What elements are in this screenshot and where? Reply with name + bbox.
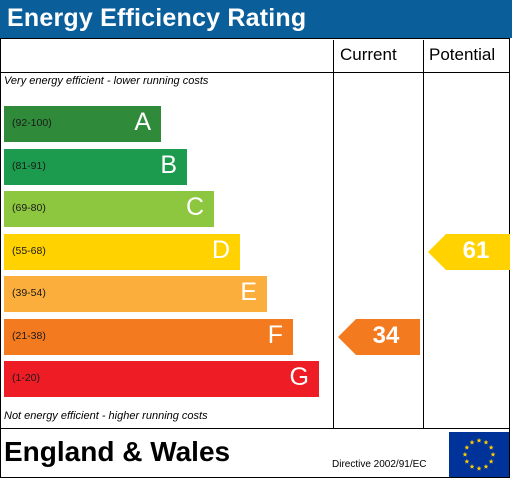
- eu-star-icon: [488, 444, 494, 450]
- bottom-note: Not energy efficient - higher running co…: [4, 410, 208, 422]
- footer-divider: [0, 428, 510, 429]
- eu-star-icon: [469, 439, 475, 445]
- current-column-divider: [333, 40, 334, 429]
- band-range: (92-100): [12, 117, 52, 129]
- band-letter: B: [160, 151, 177, 179]
- band-f: (21-38) F: [4, 319, 293, 355]
- potential-column-divider: [423, 40, 424, 429]
- band-range: (21-38): [12, 330, 46, 342]
- band-letter: G: [289, 363, 309, 391]
- band-letter: D: [211, 236, 230, 264]
- eu-flag-icon: [449, 432, 509, 477]
- eu-star-icon: [483, 439, 489, 445]
- current-rating-value: 34: [372, 322, 400, 349]
- band-range: (69-80): [12, 202, 46, 214]
- potential-column-header: Potential: [429, 45, 496, 64]
- band-range: (1-20): [12, 372, 41, 384]
- band-g: (1-20) G: [4, 361, 319, 397]
- band-range: (81-91): [12, 160, 46, 172]
- band-range: (39-54): [12, 287, 46, 299]
- eu-star-icon: [462, 451, 468, 457]
- current-arrow-shape: [338, 319, 420, 355]
- eu-star-icon: [488, 458, 494, 464]
- band-a: (92-100) A: [4, 106, 161, 142]
- potential-rating-value: 61: [462, 237, 490, 264]
- band-b: (81-91) B: [4, 149, 187, 185]
- band-d: (55-68) D: [4, 234, 240, 270]
- current-column-header: Current: [340, 45, 397, 64]
- eu-star-icon: [469, 464, 475, 469]
- band-e: (39-54) E: [4, 276, 267, 312]
- band-letter: F: [267, 321, 283, 349]
- eu-star-icon: [476, 465, 482, 471]
- eu-star-icon: [464, 458, 470, 464]
- region-label: England & Wales: [4, 436, 231, 467]
- band-letter: C: [185, 193, 204, 221]
- header-row-divider: [0, 72, 510, 73]
- top-note: Very energy efficient - lower running co…: [4, 75, 209, 87]
- band-c: (69-80) C: [4, 191, 214, 227]
- band-letter: E: [240, 278, 257, 306]
- header-bar: Energy Efficiency Rating: [0, 0, 512, 38]
- directive-label: Directive 2002/91/EC: [332, 459, 427, 470]
- eu-star-icon: [490, 451, 496, 457]
- band-letter: A: [134, 108, 151, 136]
- eu-star-icon: [476, 437, 482, 443]
- eu-star-icon: [464, 444, 470, 450]
- potential-arrow-shape: [428, 234, 510, 270]
- band-range: (55-68): [12, 245, 46, 257]
- page-title: Energy Efficiency Rating: [7, 4, 307, 32]
- eu-star-icon: [483, 464, 489, 469]
